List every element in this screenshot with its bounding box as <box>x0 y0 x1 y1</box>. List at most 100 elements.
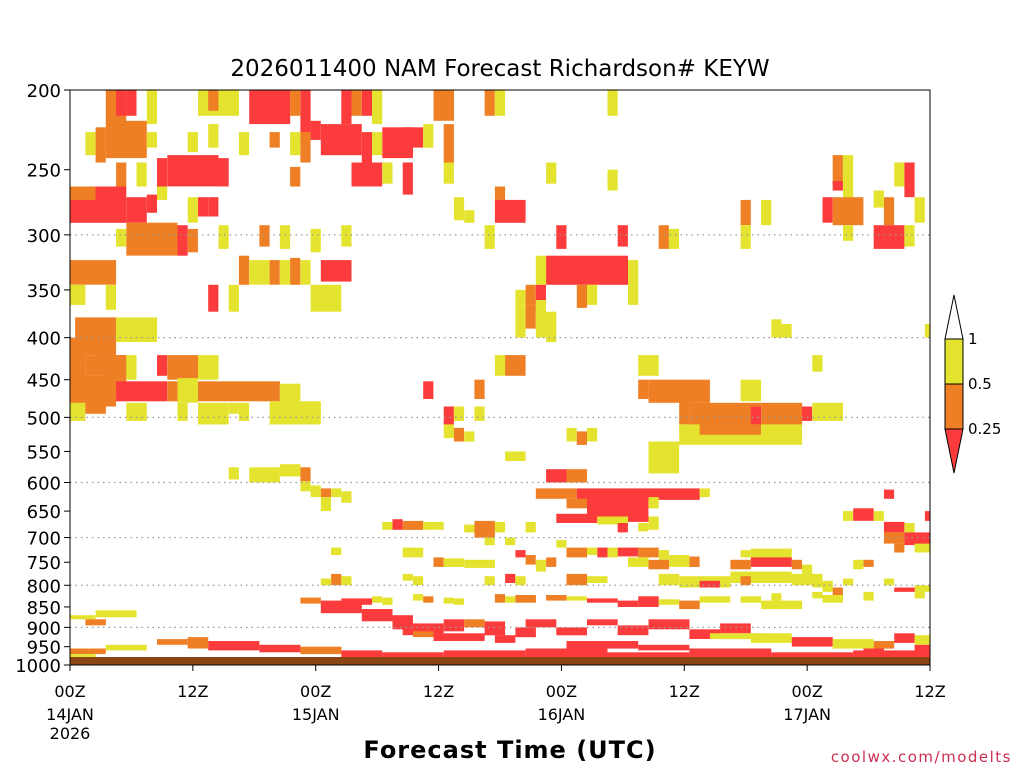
ri-cell <box>566 573 587 586</box>
ri-cell <box>750 633 792 643</box>
ri-cell <box>812 591 823 599</box>
ri-cell <box>116 317 158 342</box>
ri-cell <box>689 648 772 660</box>
ri-cell <box>802 564 813 574</box>
x-tick-label-2: 00Z <box>300 682 331 701</box>
ri-cell <box>402 623 444 636</box>
ri-cell <box>546 255 628 285</box>
ri-cell <box>607 169 618 191</box>
ri-cell <box>167 381 178 402</box>
ri-cell <box>597 547 608 558</box>
ri-cell <box>924 324 930 338</box>
ri-cell <box>628 557 649 567</box>
ri-cell <box>70 186 96 200</box>
ri-cell <box>310 485 321 498</box>
ri-cell <box>413 576 424 586</box>
ri-cell <box>70 375 117 407</box>
ri-cell <box>198 402 229 425</box>
ri-cell <box>587 547 598 555</box>
ri-cell <box>904 225 915 247</box>
ri-cell <box>924 511 930 521</box>
ri-cell <box>628 284 639 305</box>
ri-cell <box>443 424 454 439</box>
ri-cell <box>279 383 301 403</box>
ri-cell <box>904 532 930 546</box>
ri-cell <box>320 260 352 282</box>
ri-cell <box>576 284 587 308</box>
legend-label-2: 0.25 <box>968 420 1001 438</box>
color-legend: 1 0.5 0.25 <box>944 294 1001 474</box>
ri-cell <box>320 488 331 498</box>
ri-cell <box>566 498 587 509</box>
ri-cell <box>187 132 198 153</box>
ri-cell <box>535 255 546 285</box>
ri-cell <box>320 578 331 586</box>
ri-cell <box>709 633 762 640</box>
ri-cell <box>464 524 475 533</box>
ri-cell <box>515 289 526 305</box>
ri-cell <box>105 644 147 651</box>
ri-cell <box>894 587 915 592</box>
ri-cell <box>587 284 598 305</box>
ri-cell <box>290 257 301 285</box>
ri-cell <box>668 228 680 249</box>
ri-cell <box>372 596 383 603</box>
ri-cell <box>372 90 383 125</box>
ri-cell <box>484 537 495 546</box>
ri-cell <box>873 225 905 249</box>
y-tick-label-350: 350 <box>27 281 61 302</box>
ri-cell <box>177 378 198 403</box>
ri-cell <box>750 406 761 425</box>
ri-cell <box>70 648 106 655</box>
ri-cell <box>126 402 147 421</box>
ri-cell <box>484 225 495 249</box>
ri-cell <box>402 573 413 581</box>
ri-cell <box>341 491 352 503</box>
ri-cell <box>85 402 106 414</box>
ri-cell <box>535 559 546 572</box>
ri-cell <box>883 532 905 544</box>
ri-cell <box>70 260 117 285</box>
ri-cell <box>157 158 168 187</box>
ri-cell <box>771 593 782 601</box>
ri-cell <box>423 521 434 530</box>
ri-cell <box>699 424 761 435</box>
ri-cell <box>566 427 577 442</box>
ri-cell <box>761 199 772 226</box>
dotted-gridlines <box>70 234 930 628</box>
ri-cell <box>771 319 782 338</box>
ri-cell <box>300 90 311 140</box>
ri-cell <box>341 225 352 247</box>
x-tick-label-5: 12Z <box>669 682 700 701</box>
ri-cell <box>863 591 874 601</box>
ri-cell <box>546 311 557 343</box>
ri-cell <box>730 571 792 583</box>
y-tick-label-200: 200 <box>27 81 61 102</box>
ri-cell <box>136 162 147 187</box>
y-tick-label-500: 500 <box>27 408 61 429</box>
ri-cell <box>505 537 516 546</box>
ri-cell <box>638 379 649 399</box>
ri-cell <box>843 225 854 241</box>
ri-cell <box>566 596 587 601</box>
y-axis: 200 250 300 350 400 450 500 550 600 650 700 7508008… <box>15 81 70 677</box>
ri-cell <box>116 90 127 116</box>
ri-cell <box>505 355 526 376</box>
ri-cell <box>853 559 864 570</box>
ri-cell <box>617 600 639 607</box>
ri-cell <box>525 619 557 628</box>
ri-cell <box>146 194 157 213</box>
ri-cell <box>95 610 137 618</box>
ri-cell <box>679 600 700 610</box>
ri-cell <box>341 650 383 657</box>
ri-cell <box>279 225 291 249</box>
x-date-label-2: 15JAN <box>292 705 340 724</box>
y-tick-label-650: 650 <box>27 502 61 523</box>
ri-cell <box>413 594 424 601</box>
ri-cell <box>320 497 331 512</box>
y-tick-label-750: 750 <box>27 553 61 574</box>
ri-cell <box>648 521 659 530</box>
y-tick-label-600: 600 <box>27 473 61 494</box>
ri-cell <box>433 557 444 567</box>
ri-cell <box>638 523 649 532</box>
